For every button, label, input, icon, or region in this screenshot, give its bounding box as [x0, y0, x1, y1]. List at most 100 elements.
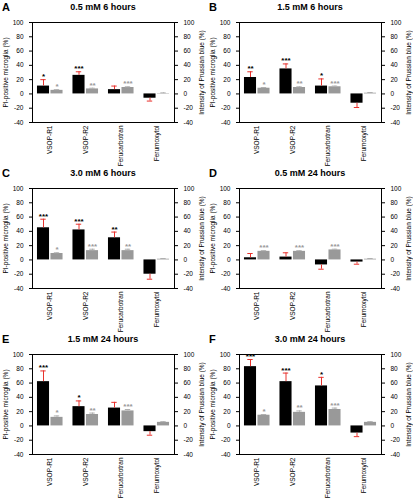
svg-text:***: *** [281, 366, 291, 375]
svg-text:0: 0 [184, 256, 188, 263]
svg-text:-20: -20 [14, 436, 24, 443]
svg-text:Ferucarbotran: Ferucarbotran [117, 291, 124, 332]
svg-text:*: * [77, 393, 81, 402]
svg-text:Ferucarbotran: Ferucarbotran [117, 125, 124, 166]
svg-text:100: 100 [184, 185, 195, 192]
svg-text:80: 80 [184, 33, 192, 40]
svg-text:20: 20 [184, 76, 192, 83]
svg-text:Ferucarbotran: Ferucarbotran [324, 125, 331, 166]
svg-text:***: *** [39, 212, 49, 221]
svg-text:*: * [320, 370, 324, 379]
svg-text:-20: -20 [184, 270, 194, 277]
svg-text:***: *** [330, 401, 340, 410]
svg-text:0: 0 [20, 256, 24, 263]
svg-text:60: 60 [223, 379, 231, 386]
svg-text:80: 80 [16, 365, 24, 372]
svg-text:40: 40 [391, 61, 399, 68]
svg-text:40: 40 [16, 61, 24, 68]
svg-text:100: 100 [13, 351, 24, 358]
svg-text:40: 40 [223, 393, 231, 400]
svg-text:80: 80 [16, 199, 24, 206]
svg-text:VSOP-R2: VSOP-R2 [82, 125, 89, 154]
svg-text:20: 20 [223, 408, 231, 415]
svg-text:100: 100 [220, 351, 231, 358]
svg-text:80: 80 [223, 365, 231, 372]
svg-text:VSOP-R1: VSOP-R1 [253, 291, 260, 320]
svg-text:***: *** [123, 402, 133, 411]
svg-text:20: 20 [391, 242, 399, 249]
svg-text:20: 20 [184, 242, 192, 249]
svg-text:20: 20 [223, 76, 231, 83]
svg-text:0: 0 [227, 90, 231, 97]
svg-text:-40: -40 [221, 451, 231, 458]
svg-text:0: 0 [20, 90, 24, 97]
svg-text:-40: -40 [391, 285, 401, 292]
svg-text:60: 60 [184, 379, 192, 386]
svg-text:80: 80 [391, 33, 399, 40]
svg-text:0: 0 [20, 422, 24, 429]
svg-text:100: 100 [391, 351, 402, 358]
svg-text:***: *** [259, 243, 269, 252]
svg-text:PI-positive microglia (%): PI-positive microglia (%) [2, 369, 10, 439]
svg-text:60: 60 [391, 379, 399, 386]
svg-text:***: *** [281, 56, 291, 65]
svg-text:20: 20 [16, 242, 24, 249]
svg-text:60: 60 [184, 213, 192, 220]
svg-text:60: 60 [223, 213, 231, 220]
svg-text:*: * [55, 245, 59, 254]
svg-text:100: 100 [184, 351, 195, 358]
svg-text:VSOP-R1: VSOP-R1 [253, 125, 260, 154]
svg-text:80: 80 [223, 33, 231, 40]
svg-text:-20: -20 [221, 436, 231, 443]
svg-text:20: 20 [184, 408, 192, 415]
svg-text:**: ** [296, 403, 303, 412]
svg-text:-20: -20 [184, 104, 194, 111]
svg-text:0: 0 [184, 422, 188, 429]
svg-text:0: 0 [184, 90, 188, 97]
svg-text:**: ** [247, 64, 254, 73]
svg-text:20: 20 [223, 242, 231, 249]
svg-text:40: 40 [223, 61, 231, 68]
svg-text:PI-positive microglia (%): PI-positive microglia (%) [2, 37, 10, 107]
svg-text:-20: -20 [391, 270, 401, 277]
svg-text:Intensity of Prussian blue (%): Intensity of Prussian blue (%) [405, 196, 413, 281]
svg-text:80: 80 [184, 365, 192, 372]
svg-text:-20: -20 [14, 104, 24, 111]
svg-text:PI-positive microglia (%): PI-positive microglia (%) [209, 203, 217, 273]
svg-text:-40: -40 [14, 451, 24, 458]
svg-text:***: *** [123, 79, 133, 88]
svg-text:40: 40 [223, 227, 231, 234]
svg-text:*: * [55, 82, 59, 91]
svg-text:**: ** [89, 81, 96, 90]
svg-text:80: 80 [184, 199, 192, 206]
svg-text:-40: -40 [184, 119, 194, 126]
svg-text:***: *** [330, 79, 340, 88]
svg-text:0: 0 [227, 422, 231, 429]
svg-text:*: * [55, 408, 59, 417]
svg-text:-40: -40 [14, 119, 24, 126]
svg-text:-40: -40 [221, 285, 231, 292]
svg-text:***: *** [88, 242, 98, 251]
svg-text:*: * [42, 72, 46, 81]
svg-text:100: 100 [184, 19, 195, 26]
svg-text:Ferumoxytol: Ferumoxytol [360, 125, 368, 161]
svg-text:100: 100 [391, 19, 402, 26]
svg-text:100: 100 [220, 185, 231, 192]
svg-text:Ferumoxytol: Ferumoxytol [153, 457, 161, 493]
svg-text:60: 60 [223, 47, 231, 54]
svg-text:-40: -40 [184, 451, 194, 458]
svg-text:40: 40 [184, 61, 192, 68]
svg-text:20: 20 [16, 408, 24, 415]
svg-text:PI-positive microglia (%): PI-positive microglia (%) [209, 37, 217, 107]
svg-text:-20: -20 [391, 436, 401, 443]
svg-text:*: * [320, 71, 324, 80]
svg-text:80: 80 [391, 365, 399, 372]
svg-text:**: ** [89, 406, 96, 415]
svg-text:Intensity of Prussian blue (%): Intensity of Prussian blue (%) [198, 30, 206, 115]
svg-text:80: 80 [16, 33, 24, 40]
svg-text:Ferumoxytol: Ferumoxytol [153, 125, 161, 161]
svg-text:40: 40 [184, 227, 192, 234]
svg-text:0: 0 [391, 90, 395, 97]
svg-text:0: 0 [391, 256, 395, 263]
svg-text:PI-positive microglia (%): PI-positive microglia (%) [2, 203, 10, 273]
